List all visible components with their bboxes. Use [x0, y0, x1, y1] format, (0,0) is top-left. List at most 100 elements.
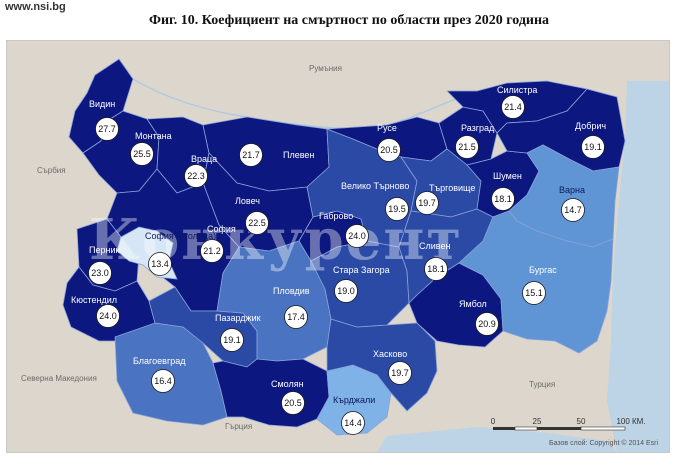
map-frame: Румъния Сърбия Северна Македония Гърция … — [6, 40, 670, 453]
value-badge-circle — [334, 279, 358, 303]
value-badge-text: 20.5 — [380, 145, 398, 155]
value-badge-circle — [424, 257, 448, 281]
site-url[interactable]: www.nsi.bg — [5, 1, 66, 13]
label-greece: Гърция — [225, 422, 252, 431]
value-badge-text: 21.2 — [203, 246, 221, 256]
value-badge-text: 19.7 — [391, 368, 409, 378]
value-badge-circle — [151, 369, 175, 393]
scale-tick-0: 0 — [491, 417, 496, 426]
value-badge-circle — [475, 312, 499, 336]
label-burgas: Бургас — [529, 265, 557, 275]
value-badge-circle — [245, 211, 269, 235]
label-dobrich: Добрич — [575, 121, 606, 131]
value-badge-circle — [345, 224, 369, 248]
value-badge-circle — [455, 135, 479, 159]
value-badge-text: 14.4 — [344, 418, 362, 428]
value-badge-circle — [95, 117, 119, 141]
value-badge-circle — [200, 239, 224, 263]
value-badge-circle — [501, 95, 525, 119]
value-badge-circle — [184, 164, 208, 188]
value-badge-circle — [88, 261, 112, 285]
basemap-credit: Базов слой: Copyright © 2014 Esri — [549, 439, 658, 447]
value-badges: 27.7 25.5 22.3 21.7 22.5 21.2 13.4 23.0 24.0 16.4… — [88, 95, 605, 435]
value-badge-circle — [491, 187, 515, 211]
label-north-macedonia: Северна Македония — [21, 374, 97, 383]
label-vratsa: Враца — [191, 154, 217, 164]
label-pazardzhik: Пазарджик — [215, 313, 261, 323]
label-haskovo: Хасково — [373, 349, 407, 359]
value-badge-text: 19.5 — [388, 204, 406, 214]
label-sofia: София — [207, 224, 236, 234]
value-badge-text: 18.1 — [427, 264, 445, 274]
value-badge-text: 22.3 — [187, 171, 205, 181]
value-badge-text: 15.1 — [525, 288, 543, 298]
value-badge-text: 13.4 — [151, 259, 169, 269]
scale-segment — [537, 427, 581, 430]
value-badge-circle — [522, 281, 546, 305]
label-yambol: Ямбол — [459, 299, 487, 309]
label-kardzhali: Кърджали — [333, 395, 375, 405]
scale-segment — [493, 427, 515, 430]
label-razgrad: Разград — [461, 123, 495, 133]
value-badge-circle — [388, 361, 412, 385]
value-badge-text: 22.5 — [248, 218, 266, 228]
label-romania: Румъния — [309, 64, 342, 73]
label-vidin: Видин — [89, 99, 115, 109]
value-badge-text: 20.5 — [284, 398, 302, 408]
scale-tick-100: 100 КМ. — [616, 417, 645, 426]
choropleth-map: Румъния Сърбия Северна Македония Гърция … — [7, 41, 669, 452]
value-badge-circle — [284, 305, 308, 329]
label-pernik: Перник — [89, 245, 119, 255]
scale-segment — [580, 426, 626, 431]
value-badge-text: 21.7 — [242, 150, 260, 160]
scale-tick-50: 50 — [577, 417, 586, 426]
value-badge-circle — [377, 138, 401, 162]
value-badge-text: 23.0 — [91, 268, 109, 278]
label-kyustendil: Кюстендил — [71, 295, 117, 305]
value-badge-text: 17.4 — [287, 312, 305, 322]
value-badge-text: 16.4 — [154, 376, 172, 386]
value-badge-circle — [148, 252, 172, 276]
label-varna: Варна — [559, 185, 585, 195]
value-badge-circle — [130, 142, 154, 166]
label-smolyan: Смолян — [271, 379, 304, 389]
value-badge-text: 19.1 — [584, 142, 602, 152]
value-badge-text: 19.1 — [223, 335, 241, 345]
value-badge-text: 21.4 — [504, 102, 522, 112]
value-badge-circle — [281, 391, 305, 415]
label-veliko-tarnovo: Велико Търново — [341, 181, 409, 191]
value-badge-circle — [385, 197, 409, 221]
label-ruse: Русе — [377, 123, 397, 133]
value-badge-text: 24.0 — [348, 231, 366, 241]
label-blagoevgrad: Благоевград — [133, 356, 186, 366]
value-badge-text: 20.9 — [478, 319, 496, 329]
value-badge-text: 25.5 — [133, 149, 151, 159]
label-serbia: Сърбия — [37, 166, 66, 175]
value-badge-circle — [96, 304, 120, 328]
value-badge-text: 18.1 — [494, 194, 512, 204]
label-targovishte: Търговище — [429, 183, 475, 193]
aegean-sea — [377, 427, 617, 452]
value-badge-circle — [561, 198, 585, 222]
label-turkey: Турция — [529, 380, 555, 389]
value-badge-text: 19.0 — [337, 286, 355, 296]
scale-segment — [514, 426, 538, 431]
value-badge-text: 19.7 — [418, 198, 436, 208]
value-badge-circle — [581, 135, 605, 159]
label-gabrovo: Габрово — [319, 211, 353, 221]
label-sofia-city: София (столица) — [145, 231, 216, 241]
label-lovech: Ловеч — [235, 196, 260, 206]
value-badge-circle — [220, 328, 244, 352]
value-badge-text: 24.0 — [99, 311, 117, 321]
value-badge-circle — [239, 143, 263, 167]
value-badge-circle — [415, 191, 439, 215]
black-sea — [607, 81, 669, 452]
value-badge-text: 27.7 — [98, 124, 116, 134]
value-badge-circle — [341, 411, 365, 435]
label-shumen: Шумен — [493, 171, 522, 181]
region-smolyan[interactable] — [212, 358, 330, 428]
figure-title: Фиг. 10. Коефициент на смъртност по обла… — [148, 13, 550, 28]
region-labels: Видин Монтана Враца Плевен Ловеч София С… — [71, 85, 606, 405]
label-stara-zagora: Стара Загора — [333, 265, 390, 275]
label-plovdiv: Пловдив — [273, 286, 310, 296]
